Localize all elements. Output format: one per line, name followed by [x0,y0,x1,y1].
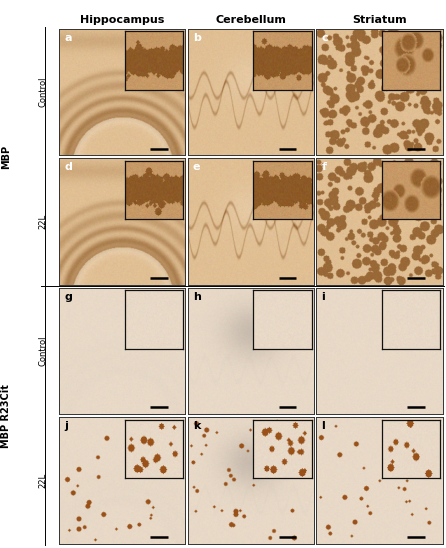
Text: Striatum: Striatum [352,15,407,25]
Text: Hippocampus: Hippocampus [80,15,165,25]
Text: e: e [193,162,200,172]
Text: f: f [321,162,326,172]
Text: MBP: MBP [1,145,11,169]
Text: d: d [64,162,72,172]
Text: g: g [64,292,72,301]
Text: 22L: 22L [39,214,48,229]
Text: k: k [193,421,200,431]
Text: i: i [321,292,325,301]
Text: Control: Control [39,336,48,366]
Text: h: h [193,292,201,301]
Text: MBP R23Cit: MBP R23Cit [1,384,11,448]
Text: Cerebellum: Cerebellum [215,15,286,25]
Text: a: a [64,32,72,43]
Text: Control: Control [39,77,48,107]
Text: c: c [321,32,328,43]
Text: b: b [193,32,201,43]
Text: j: j [64,421,68,431]
Text: 22L: 22L [39,473,48,488]
Text: l: l [321,421,325,431]
